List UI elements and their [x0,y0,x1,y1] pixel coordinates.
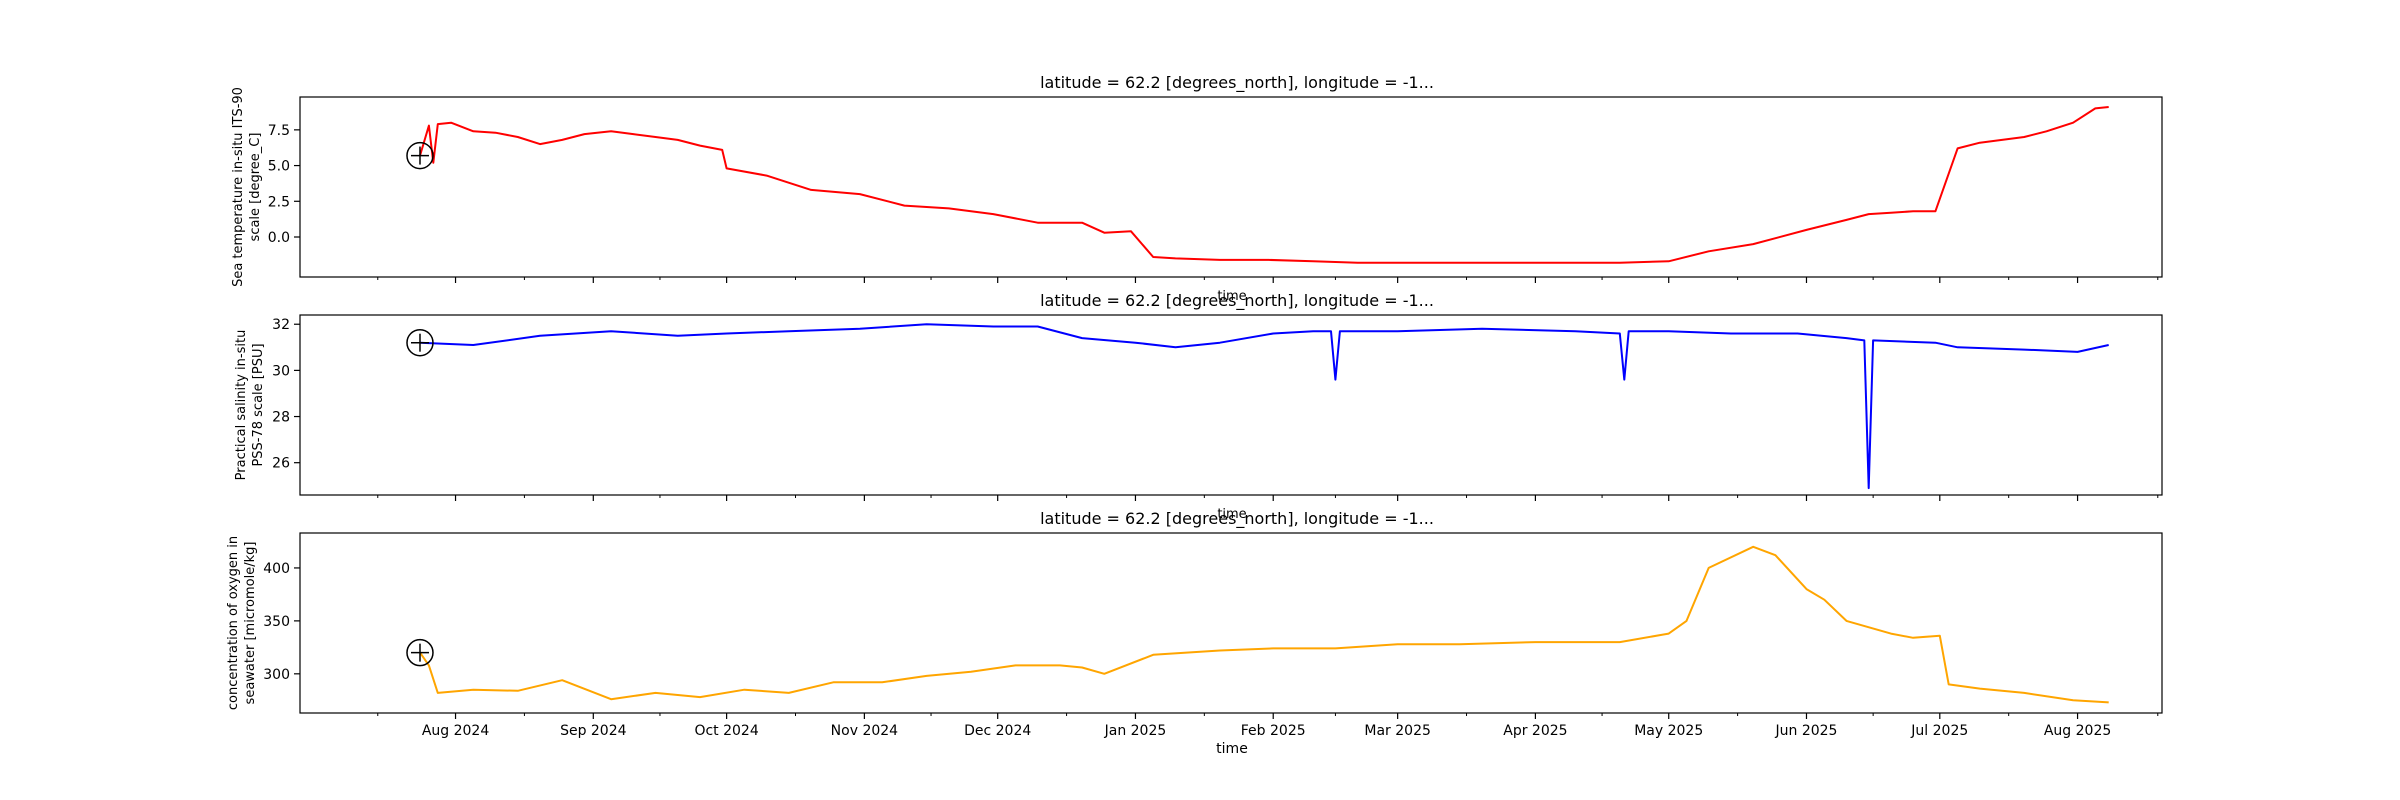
temperature-ytick-label: 0.0 [268,230,290,246]
xtick-label: Aug 2024 [422,723,490,739]
temperature-panel: latitude = 62.2 [degrees_north], longitu… [231,73,2163,304]
xtick-label: Nov 2024 [831,723,898,739]
salinity-ylabel-line2: PSS-78 scale [PSU] [251,343,266,466]
xtick-label: Apr 2025 [1503,723,1567,739]
temperature-ylabel-line2: scale [degree_C] [248,133,263,242]
xtick-label: Sep 2024 [560,723,627,739]
temperature-ytick-label: 5.0 [268,159,290,175]
xtick-label: Mar 2025 [1364,723,1431,739]
salinity-plot-area: 26 28 30 32 [272,314,2163,501]
salinity-xlabel: time [1217,507,1246,522]
xtick-label: Dec 2024 [964,723,1031,739]
oxygen-chart-title: latitude = 62.2 [degrees_north], longitu… [1040,509,1434,529]
xtick-label: Oct 2024 [694,723,758,739]
temperature-plot-area: 0.0 2.5 5.0 7.5 [268,96,2163,283]
xtick-label: Jun 2025 [1775,723,1838,739]
oxygen-ytick-label: 400 [263,561,290,577]
salinity-start-marker [406,328,434,357]
xtick-label: Jul 2025 [1910,723,1968,739]
oxygen-ytick-label: 350 [263,614,290,630]
xtick-label: Aug 2025 [2044,723,2111,739]
salinity-ytick-label: 30 [272,363,290,379]
oxygen-xlabel: time [1216,741,1248,757]
xtick-label: Jan 2025 [1104,723,1167,739]
temperature-ytick-label: 7.5 [268,123,290,139]
oxygen-series-line [419,545,2109,704]
oxygen-start-marker [406,638,434,667]
oxygen-plot-area: 300 350 400 Aug 2024 Sep 2024 Oct 2024 Nov 202… [263,532,2163,739]
xtick-label: Feb 2025 [1241,723,1306,739]
salinity-ytick-label: 32 [272,317,290,333]
temperature-series-line [419,106,2109,264]
temperature-ylabel-line1: Sea temperature in-situ ITS-90 [231,87,246,287]
temperature-xlabel: time [1217,289,1246,304]
salinity-chart-title: latitude = 62.2 [degrees_north], longitu… [1040,291,1434,311]
oxygen-ytick-label: 300 [263,667,290,683]
salinity-ylabel-line1: Practical salinity in-situ [234,330,249,481]
xtick-label: May 2025 [1634,723,1703,739]
temperature-start-marker [406,141,434,170]
oxygen-panel: latitude = 62.2 [degrees_north], longitu… [226,509,2163,757]
salinity-axes-frame [299,314,2163,496]
salinity-ytick-label: 26 [272,456,290,472]
temperature-ytick-label: 2.5 [268,194,290,210]
salinity-ytick-label: 28 [272,410,290,426]
oxygen-axes-frame [299,532,2163,714]
oxygen-ylabel-line2: seawater [micromole/kg] [243,542,258,705]
temperature-chart-title: latitude = 62.2 [degrees_north], longitu… [1040,73,1434,93]
salinity-series-line [419,323,2109,490]
salinity-panel: latitude = 62.2 [degrees_north], longitu… [234,291,2163,522]
temperature-axes-frame [299,96,2163,278]
oxygen-ylabel-line1: concentration of oxygen in [226,536,241,710]
